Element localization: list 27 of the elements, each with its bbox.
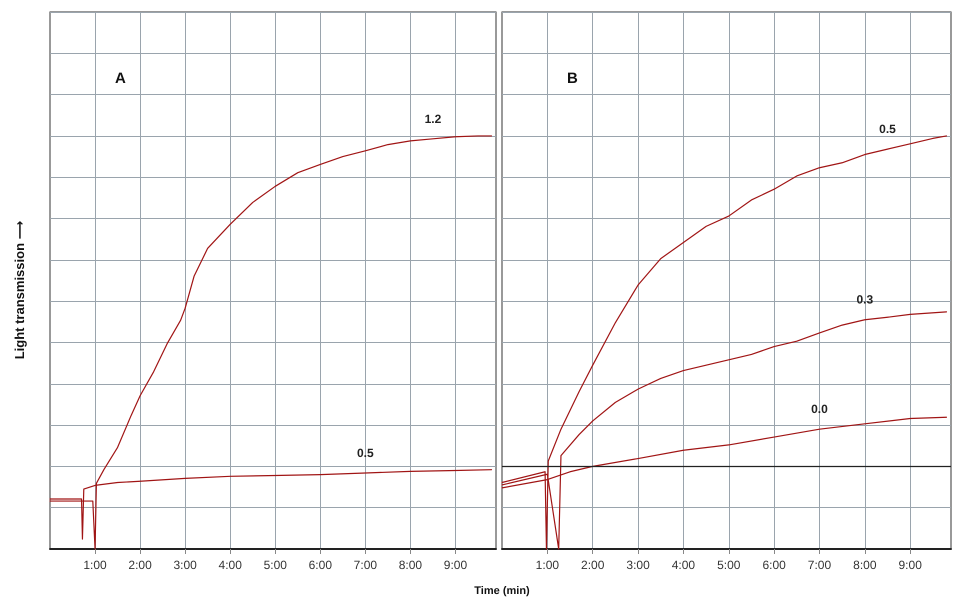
chart-title: A <box>115 70 126 87</box>
y-axis-title: Light transmission ⟶ <box>12 220 28 360</box>
series-label: 0.5 <box>357 446 374 460</box>
x-tick-label: 8:00 <box>398 558 422 572</box>
x-tick-label: 1:00 <box>536 558 560 572</box>
x-tick-label: 5:00 <box>264 558 288 572</box>
x-tick-label: 1:00 <box>83 558 108 572</box>
x-tick-label: 4:00 <box>672 558 696 572</box>
x-tick-label: 6:00 <box>308 558 332 572</box>
x-tick-label: 9:00 <box>444 558 468 572</box>
x-tick-label: 7:00 <box>808 558 832 572</box>
x-tick-label: 6:00 <box>762 558 786 572</box>
x-tick-label: 8:00 <box>853 558 877 572</box>
x-tick-label: 7:00 <box>354 558 378 572</box>
x-tick-label: 3:00 <box>173 558 198 572</box>
x-tick-label: 3:00 <box>626 558 650 572</box>
x-tick-label: 2:00 <box>128 558 152 572</box>
x-tick-label: 4:00 <box>218 558 242 572</box>
series-label: 1.2 <box>424 112 442 126</box>
series-label: 0.5 <box>879 122 896 136</box>
x-axis-title: Time (min) <box>474 585 530 597</box>
x-tick-label: 9:00 <box>898 558 922 572</box>
series-label: 0.0 <box>811 402 828 416</box>
x-tick-label: 2:00 <box>581 558 605 572</box>
chart-title: B <box>567 70 578 87</box>
series-label: 0.3 <box>856 292 874 307</box>
x-tick-label: 5:00 <box>717 558 741 572</box>
